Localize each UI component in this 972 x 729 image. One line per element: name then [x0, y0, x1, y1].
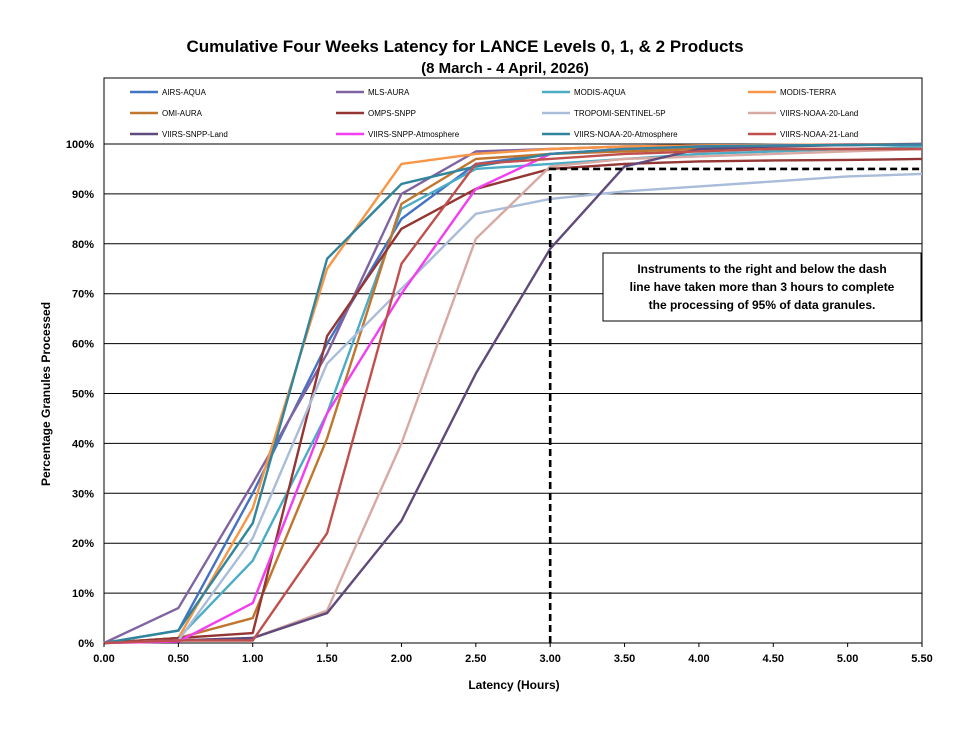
legend-label: VIIRS-NOAA-20-Atmosphere [574, 130, 678, 139]
y-tick-label: 100% [66, 139, 94, 151]
series-lines [103, 142, 923, 645]
y-tick-label: 70% [72, 289, 94, 301]
chart-subtitle: (8 March - 4 April, 2026) [421, 60, 589, 77]
x-tick-label: 4.50 [763, 653, 784, 665]
y-axis-ticks: 0% 10% 20% 30% 40% 50% 60% 70% 80% 90% 100% [66, 139, 94, 650]
legend-label: VIIRS-SNPP-Land [162, 130, 228, 139]
x-tick-label: 0.00 [93, 653, 114, 665]
y-tick-label: 0% [78, 638, 94, 650]
series-line-viirs-noaa-21-land [103, 147, 922, 645]
legend: AIRS-AQUA MLS-AURA MODIS-AQUA MODIS-TERRA OM… [130, 88, 858, 139]
annotation-line: Instruments to the right and below the d… [637, 262, 886, 276]
y-tick-label: 50% [72, 389, 94, 401]
x-tick-label: 4.00 [688, 653, 709, 665]
x-tick-label: 2.50 [465, 653, 486, 665]
y-tick-label: 20% [72, 538, 94, 550]
y-tick-label: 60% [72, 339, 94, 351]
y-tick-label: 30% [72, 488, 94, 500]
x-tick-label: 5.00 [837, 653, 858, 665]
x-tick-label: 1.50 [316, 653, 337, 665]
legend-label: MODIS-AQUA [574, 88, 626, 97]
x-tick-label: 2.00 [391, 653, 412, 665]
threshold-line [548, 167, 922, 643]
x-axis-ticks: 0.00 0.50 1.00 1.50 2.00 2.50 3.00 3.50 4.00 4.50… [93, 643, 933, 665]
x-tick-label: 0.50 [168, 653, 189, 665]
x-tick-label: 3.00 [539, 653, 560, 665]
y-tick-label: 10% [72, 588, 94, 600]
series-line-omps-snpp [103, 157, 923, 645]
legend-label: TROPOMI-SENTINEL-5P [574, 109, 666, 118]
threshold-dash-line [548, 167, 922, 643]
legend-label: VIIRS-NOAA-21-Land [780, 130, 858, 139]
plot-frame [103, 77, 923, 644]
y-tick-label: 40% [72, 438, 94, 450]
annotation-frame [602, 252, 922, 322]
legend-label: MODIS-TERRA [780, 88, 837, 97]
series-line-tropomi-sentinel-5p [103, 172, 923, 645]
annotation-box: Instruments to the right and below the d… [602, 252, 922, 322]
series-line-viirs-noaa-20-land [103, 147, 923, 645]
series-line-modis-aqua [103, 145, 923, 645]
x-axis-label: Latency (Hours) [468, 678, 559, 692]
x-tick-label: 3.50 [614, 653, 635, 665]
gridlines [103, 77, 923, 644]
x-tick-label: 1.00 [242, 653, 263, 665]
y-tick-label: 90% [72, 189, 94, 201]
y-tick-label: 80% [72, 239, 94, 251]
legend-label: OMI-AURA [162, 109, 203, 118]
legend-label: VIIRS-NOAA-20-Land [780, 109, 858, 118]
y-axis-label: Percentage Granules Processed [39, 302, 53, 486]
legend-label: MLS-AURA [368, 88, 410, 97]
annotation-line: line have taken more than 3 hours to com… [630, 280, 895, 294]
annotation-line: the processing of 95% of data granules. [649, 298, 876, 312]
series-line-omi-aura [103, 147, 922, 645]
series-line-viirs-noaa-20-atmosphere [103, 143, 923, 645]
x-tick-label: 5.50 [911, 653, 932, 665]
legend-label: OMPS-SNPP [368, 109, 416, 118]
chart-title: Cumulative Four Weeks Latency for LANCE … [186, 37, 743, 56]
legend-label: AIRS-AQUA [162, 88, 207, 97]
legend-label: VIIRS-SNPP-Atmosphere [368, 130, 460, 139]
